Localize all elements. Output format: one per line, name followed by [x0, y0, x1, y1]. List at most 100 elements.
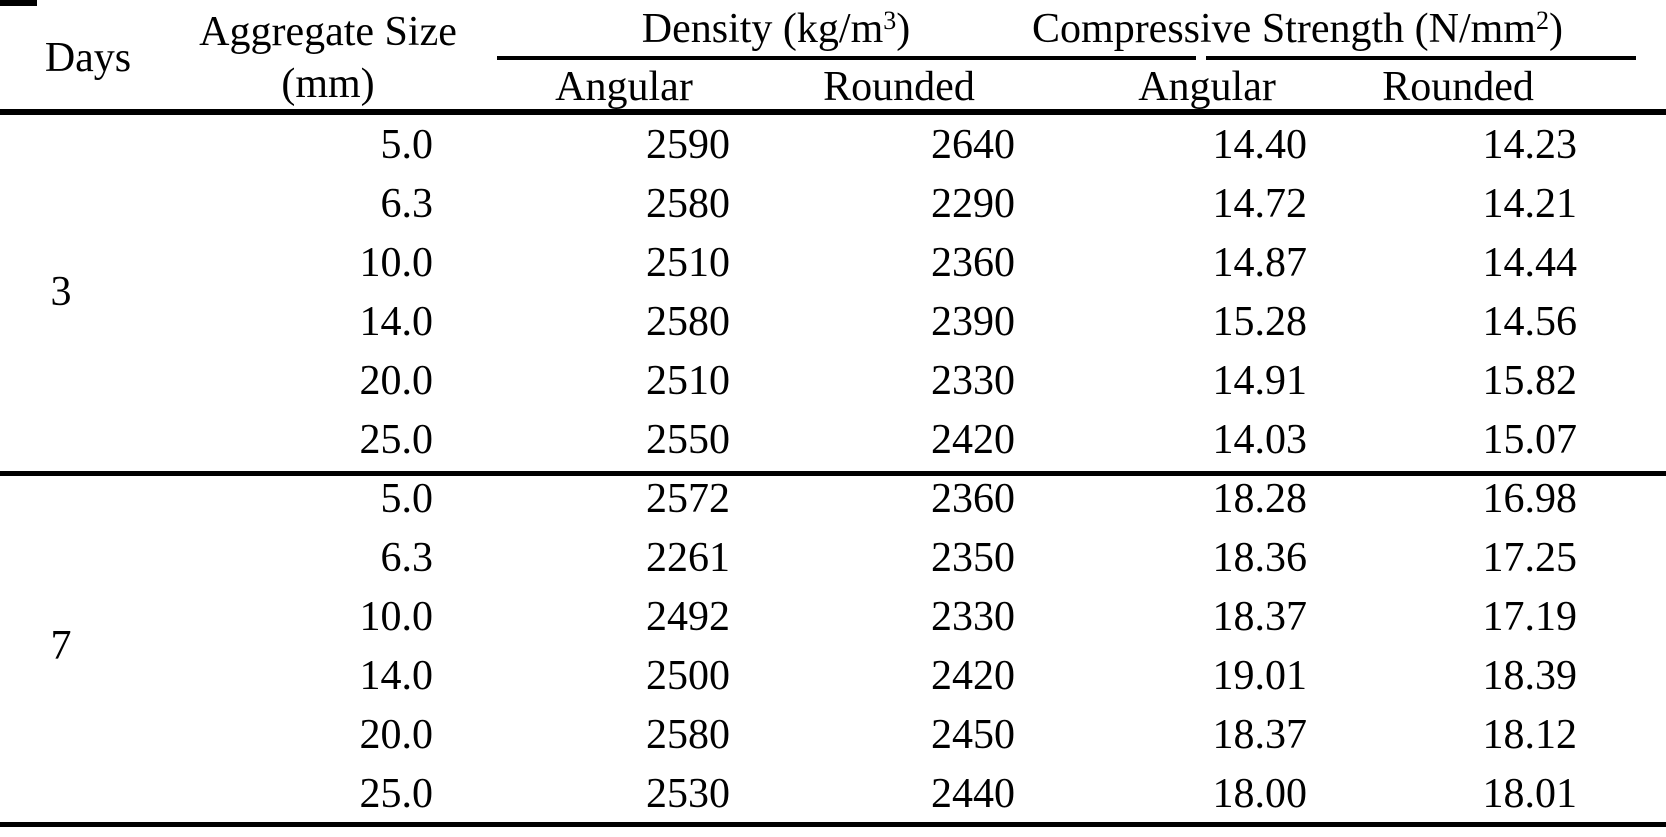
- cell-strength-angular: 14.40: [1212, 121, 1308, 168]
- cell-density-rounded: 2440: [931, 770, 1016, 817]
- table-body-days-3: 3 5.0 2590 2640 14.40 14.23 6.3 2580 229…: [0, 115, 1666, 469]
- days-group-label: 7: [50, 623, 72, 669]
- aggregate-size-header-lines: Aggregate Size (mm): [191, 6, 465, 110]
- cell-density-angular: 2580: [646, 180, 730, 227]
- subcol-header-strength-rounded: Rounded: [1382, 63, 1534, 110]
- strength-unit-superscript: 2: [1535, 6, 1549, 35]
- cell-strength-rounded: 14.23: [1482, 121, 1578, 168]
- cell-density-angular: 2261: [646, 534, 730, 581]
- col-group-header-density: Density (kg/m3): [465, 0, 1032, 58]
- cell-density-angular: 2580: [646, 298, 730, 345]
- table-row: 3 5.0 2590 2640 14.40 14.23: [0, 115, 1666, 316]
- cell-strength-rounded: 17.25: [1482, 534, 1578, 581]
- strength-header-text: Compressive Strength (N/mm: [1032, 6, 1536, 52]
- table-row: 25.0 2550 2420 14.03 15.07: [0, 410, 1666, 469]
- days-group-label: 3: [50, 269, 72, 315]
- table-row: 10.0 2492 2330 18.37 17.19: [0, 587, 1666, 646]
- strength-header-close: ): [1548, 6, 1563, 52]
- density-header-text: Density (kg/m: [641, 6, 884, 52]
- aggregate-size-line2: (mm): [281, 60, 375, 107]
- cell-aggregate-size: 6.3: [380, 180, 434, 227]
- cell-aggregate-size: 20.0: [359, 357, 434, 404]
- cell-strength-angular: 14.72: [1212, 180, 1308, 227]
- density-header-close: ): [896, 6, 911, 52]
- cell-strength-rounded: 18.01: [1482, 770, 1578, 817]
- table-row: 10.0 2510 2360 14.87 14.44: [0, 233, 1666, 292]
- table-row: 6.3 2261 2350 18.36 17.25: [0, 528, 1666, 587]
- cell-aggregate-size: 14.0: [359, 652, 434, 699]
- strength-group-underline: [1206, 56, 1636, 60]
- cell-density-angular: 2572: [646, 475, 730, 522]
- cell-density-rounded: 2420: [931, 652, 1016, 699]
- density-group-underline: [497, 56, 1196, 60]
- block-divider-rule: [0, 471, 1666, 476]
- subcol-header-strength-angular: Angular: [1138, 63, 1276, 110]
- cell-density-rounded: 2450: [931, 711, 1016, 758]
- cell-density-rounded: 2420: [931, 416, 1016, 463]
- cell-aggregate-size: 25.0: [359, 770, 434, 817]
- aggregate-size-line1: Aggregate Size: [199, 8, 457, 55]
- header-bottom-rule: [0, 109, 1666, 115]
- cell-density-rounded: 2640: [931, 121, 1016, 168]
- cell-strength-rounded: 17.19: [1482, 593, 1578, 640]
- cell-density-rounded: 2360: [931, 239, 1016, 286]
- table-row: 20.0 2580 2450 18.37 18.12: [0, 705, 1666, 764]
- table-body-days-7: 7 5.0 2572 2360 18.28 16.98 6.3 2261 235…: [0, 469, 1666, 823]
- top-left-rule-fragment: [0, 0, 37, 6]
- table-row: 14.0 2500 2420 19.01 18.39: [0, 646, 1666, 705]
- table-row: 20.0 2510 2330 14.91 15.82: [0, 351, 1666, 410]
- cell-aggregate-size: 20.0: [359, 711, 434, 758]
- cell-strength-angular: 18.28: [1212, 475, 1308, 522]
- cell-strength-rounded: 14.56: [1482, 298, 1578, 345]
- cell-aggregate-size: 10.0: [359, 593, 434, 640]
- cell-strength-angular: 14.91: [1212, 357, 1308, 404]
- col-group-header-compressive-strength: Compressive Strength (N/mm2): [1032, 0, 1666, 58]
- cell-density-rounded: 2290: [931, 180, 1016, 227]
- cell-aggregate-size: 25.0: [359, 416, 434, 463]
- cell-density-angular: 2530: [646, 770, 730, 817]
- cell-aggregate-size: 5.0: [380, 121, 434, 168]
- col-header-days: Days: [44, 34, 132, 81]
- cell-density-rounded: 2330: [931, 593, 1016, 640]
- cell-aggregate-size: 10.0: [359, 239, 434, 286]
- cell-density-rounded: 2330: [931, 357, 1016, 404]
- cell-strength-rounded: 16.98: [1482, 475, 1578, 522]
- cell-strength-angular: 14.03: [1212, 416, 1308, 463]
- table-row: 7 5.0 2572 2360 18.28 16.98: [0, 469, 1666, 670]
- cell-density-angular: 2500: [646, 652, 730, 699]
- table-row: 14.0 2580 2390 15.28 14.56: [0, 292, 1666, 351]
- cell-aggregate-size: 14.0: [359, 298, 434, 345]
- cell-density-angular: 2590: [646, 121, 730, 168]
- cell-strength-rounded: 18.39: [1482, 652, 1578, 699]
- cell-strength-rounded: 18.12: [1482, 711, 1578, 758]
- cell-strength-angular: 19.01: [1212, 652, 1308, 699]
- table-row: 6.3 2580 2290 14.72 14.21: [0, 174, 1666, 233]
- cell-strength-angular: 18.36: [1212, 534, 1308, 581]
- table-row: 25.0 2530 2440 18.00 18.01: [0, 764, 1666, 823]
- cell-strength-angular: 18.00: [1212, 770, 1308, 817]
- cell-strength-rounded: 15.07: [1482, 416, 1578, 463]
- cell-density-rounded: 2350: [931, 534, 1016, 581]
- cell-density-angular: 2492: [646, 593, 730, 640]
- col-header-aggregate-size: Aggregate Size (mm): [165, 0, 465, 115]
- cell-strength-angular: 18.37: [1212, 593, 1308, 640]
- cell-aggregate-size: 6.3: [380, 534, 434, 581]
- cell-strength-angular: 14.87: [1212, 239, 1308, 286]
- cell-strength-rounded: 14.21: [1482, 180, 1578, 227]
- cell-strength-rounded: 14.44: [1482, 239, 1578, 286]
- cell-density-angular: 2580: [646, 711, 730, 758]
- table-bottom-rule: [0, 822, 1666, 827]
- cell-density-rounded: 2360: [931, 475, 1016, 522]
- table-header: Days Aggregate Size (mm) Density (kg/m3)…: [0, 0, 1666, 115]
- cell-density-rounded: 2390: [931, 298, 1016, 345]
- subcol-header-density-rounded: Rounded: [823, 63, 975, 110]
- cell-strength-rounded: 15.82: [1482, 357, 1578, 404]
- cell-density-angular: 2510: [646, 239, 730, 286]
- density-unit-superscript: 3: [883, 6, 897, 35]
- cell-strength-angular: 18.37: [1212, 711, 1308, 758]
- cell-density-angular: 2510: [646, 357, 730, 404]
- subcol-header-density-angular: Angular: [555, 63, 693, 110]
- cell-strength-angular: 15.28: [1212, 298, 1308, 345]
